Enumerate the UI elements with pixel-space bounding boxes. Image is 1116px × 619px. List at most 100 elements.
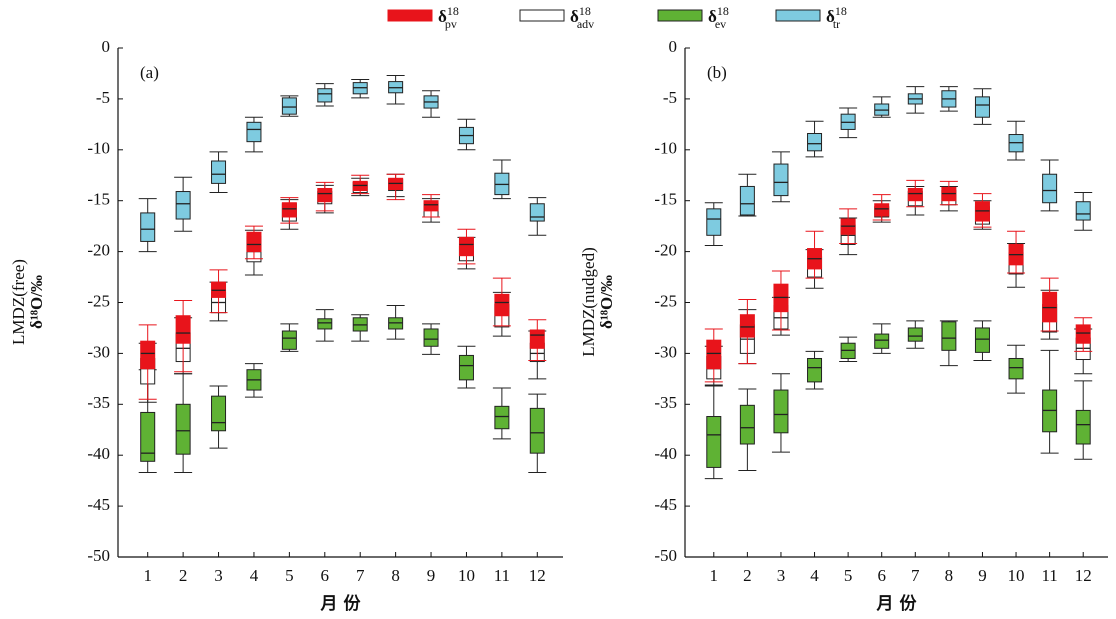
box <box>974 96 990 118</box>
box <box>974 327 990 353</box>
x-tick-label: 5 <box>844 566 853 585</box>
box <box>907 327 923 342</box>
y-tick-label: -30 <box>87 342 110 361</box>
legend-sup: 18 <box>447 4 459 18</box>
legend-swatch <box>775 9 821 22</box>
box <box>175 403 191 455</box>
panel-label: (a) <box>140 63 159 82</box>
y-tick-label: -10 <box>654 139 677 158</box>
x-tick-label: 12 <box>529 566 546 585</box>
x-tick-label: 4 <box>810 566 819 585</box>
box <box>281 202 297 218</box>
x-axis-label: 月 份 <box>320 593 362 614</box>
y-axis-label: δ¹⁸O/‰ <box>597 275 616 329</box>
y-tick-label: -20 <box>654 241 677 260</box>
x-tick-label: 1 <box>710 566 719 585</box>
box <box>317 318 333 330</box>
box <box>874 203 890 217</box>
box <box>423 328 439 347</box>
panel-label: (b) <box>707 63 727 82</box>
box <box>494 405 510 430</box>
box <box>281 97 297 115</box>
box <box>1075 324 1091 344</box>
box <box>1075 201 1091 221</box>
x-tick-label: 1 <box>143 566 152 585</box>
legend-swatch <box>387 9 433 22</box>
x-tick-label: 8 <box>945 566 954 585</box>
legend-sup: 18 <box>717 4 729 18</box>
x-tick-label: 6 <box>877 566 886 585</box>
legend-symbol: δ <box>826 7 835 26</box>
y-tick-label: -10 <box>87 139 110 158</box>
box <box>317 88 333 103</box>
x-tick-label: 10 <box>458 566 475 585</box>
box <box>941 321 957 351</box>
x-tick-label: 2 <box>179 566 188 585</box>
legend-swatch <box>519 9 565 22</box>
box <box>458 354 474 381</box>
y-tick-label: -25 <box>87 291 110 310</box>
box <box>739 185 755 216</box>
y-tick-label: -45 <box>654 495 677 514</box>
y-tick-label: -50 <box>654 546 677 565</box>
y-tick-label: -40 <box>87 444 110 463</box>
legend-sup: 18 <box>835 4 847 18</box>
y-tick-label: -45 <box>87 495 110 514</box>
y-tick-label: -15 <box>654 190 677 209</box>
y-axis-label: δ¹⁸O/‰ <box>27 275 46 329</box>
x-tick-label: 7 <box>911 566 920 585</box>
box <box>211 395 227 432</box>
y-axis-label: LMDZ(nudged) <box>579 247 598 357</box>
x-axis-label: 月 份 <box>876 593 918 614</box>
box <box>140 411 156 462</box>
legend-label: δ18 pv <box>438 4 459 31</box>
legend-sub: tr <box>833 17 840 31</box>
legend-sub: ev <box>715 17 726 31</box>
box <box>1075 409 1091 445</box>
box <box>1042 173 1058 204</box>
x-tick-label: 2 <box>743 566 752 585</box>
box <box>739 314 755 338</box>
x-tick-label: 4 <box>250 566 259 585</box>
y-tick-label: -5 <box>96 88 110 107</box>
x-tick-label: 3 <box>214 566 223 585</box>
y-tick-label: -25 <box>654 291 677 310</box>
box <box>175 191 191 220</box>
box <box>281 330 297 350</box>
legend-sub: adv <box>577 17 594 31</box>
box <box>423 200 439 212</box>
y-tick-label: -5 <box>663 88 677 107</box>
y-tick-label: -20 <box>87 241 110 260</box>
box <box>246 121 262 143</box>
y-tick-label: -30 <box>654 342 677 361</box>
box <box>739 404 755 445</box>
x-tick-label: 9 <box>427 566 436 585</box>
x-tick-label: 8 <box>391 566 400 585</box>
box <box>874 333 890 349</box>
x-tick-label: 6 <box>321 566 330 585</box>
legend-sup: 18 <box>579 4 591 18</box>
box <box>529 407 545 454</box>
y-tick-label: -35 <box>87 393 110 412</box>
box <box>773 389 789 434</box>
x-tick-label: 12 <box>1075 566 1092 585</box>
y-tick-label: -35 <box>654 393 677 412</box>
box <box>706 339 722 370</box>
x-tick-label: 10 <box>1008 566 1025 585</box>
box <box>529 329 545 349</box>
x-tick-label: 11 <box>494 566 510 585</box>
y-tick-label: 0 <box>669 37 678 56</box>
box <box>1008 357 1024 380</box>
box <box>494 293 510 317</box>
box <box>140 340 156 370</box>
box <box>706 208 722 236</box>
x-tick-label: 9 <box>978 566 987 585</box>
box <box>706 416 722 468</box>
legend-label: δ18 tr <box>826 4 847 31</box>
box <box>211 160 227 184</box>
box <box>175 315 191 344</box>
y-axis-label: LMDZ(free) <box>9 259 28 345</box>
x-tick-label: 11 <box>1041 566 1057 585</box>
legend-label: δ18 ev <box>708 4 729 31</box>
